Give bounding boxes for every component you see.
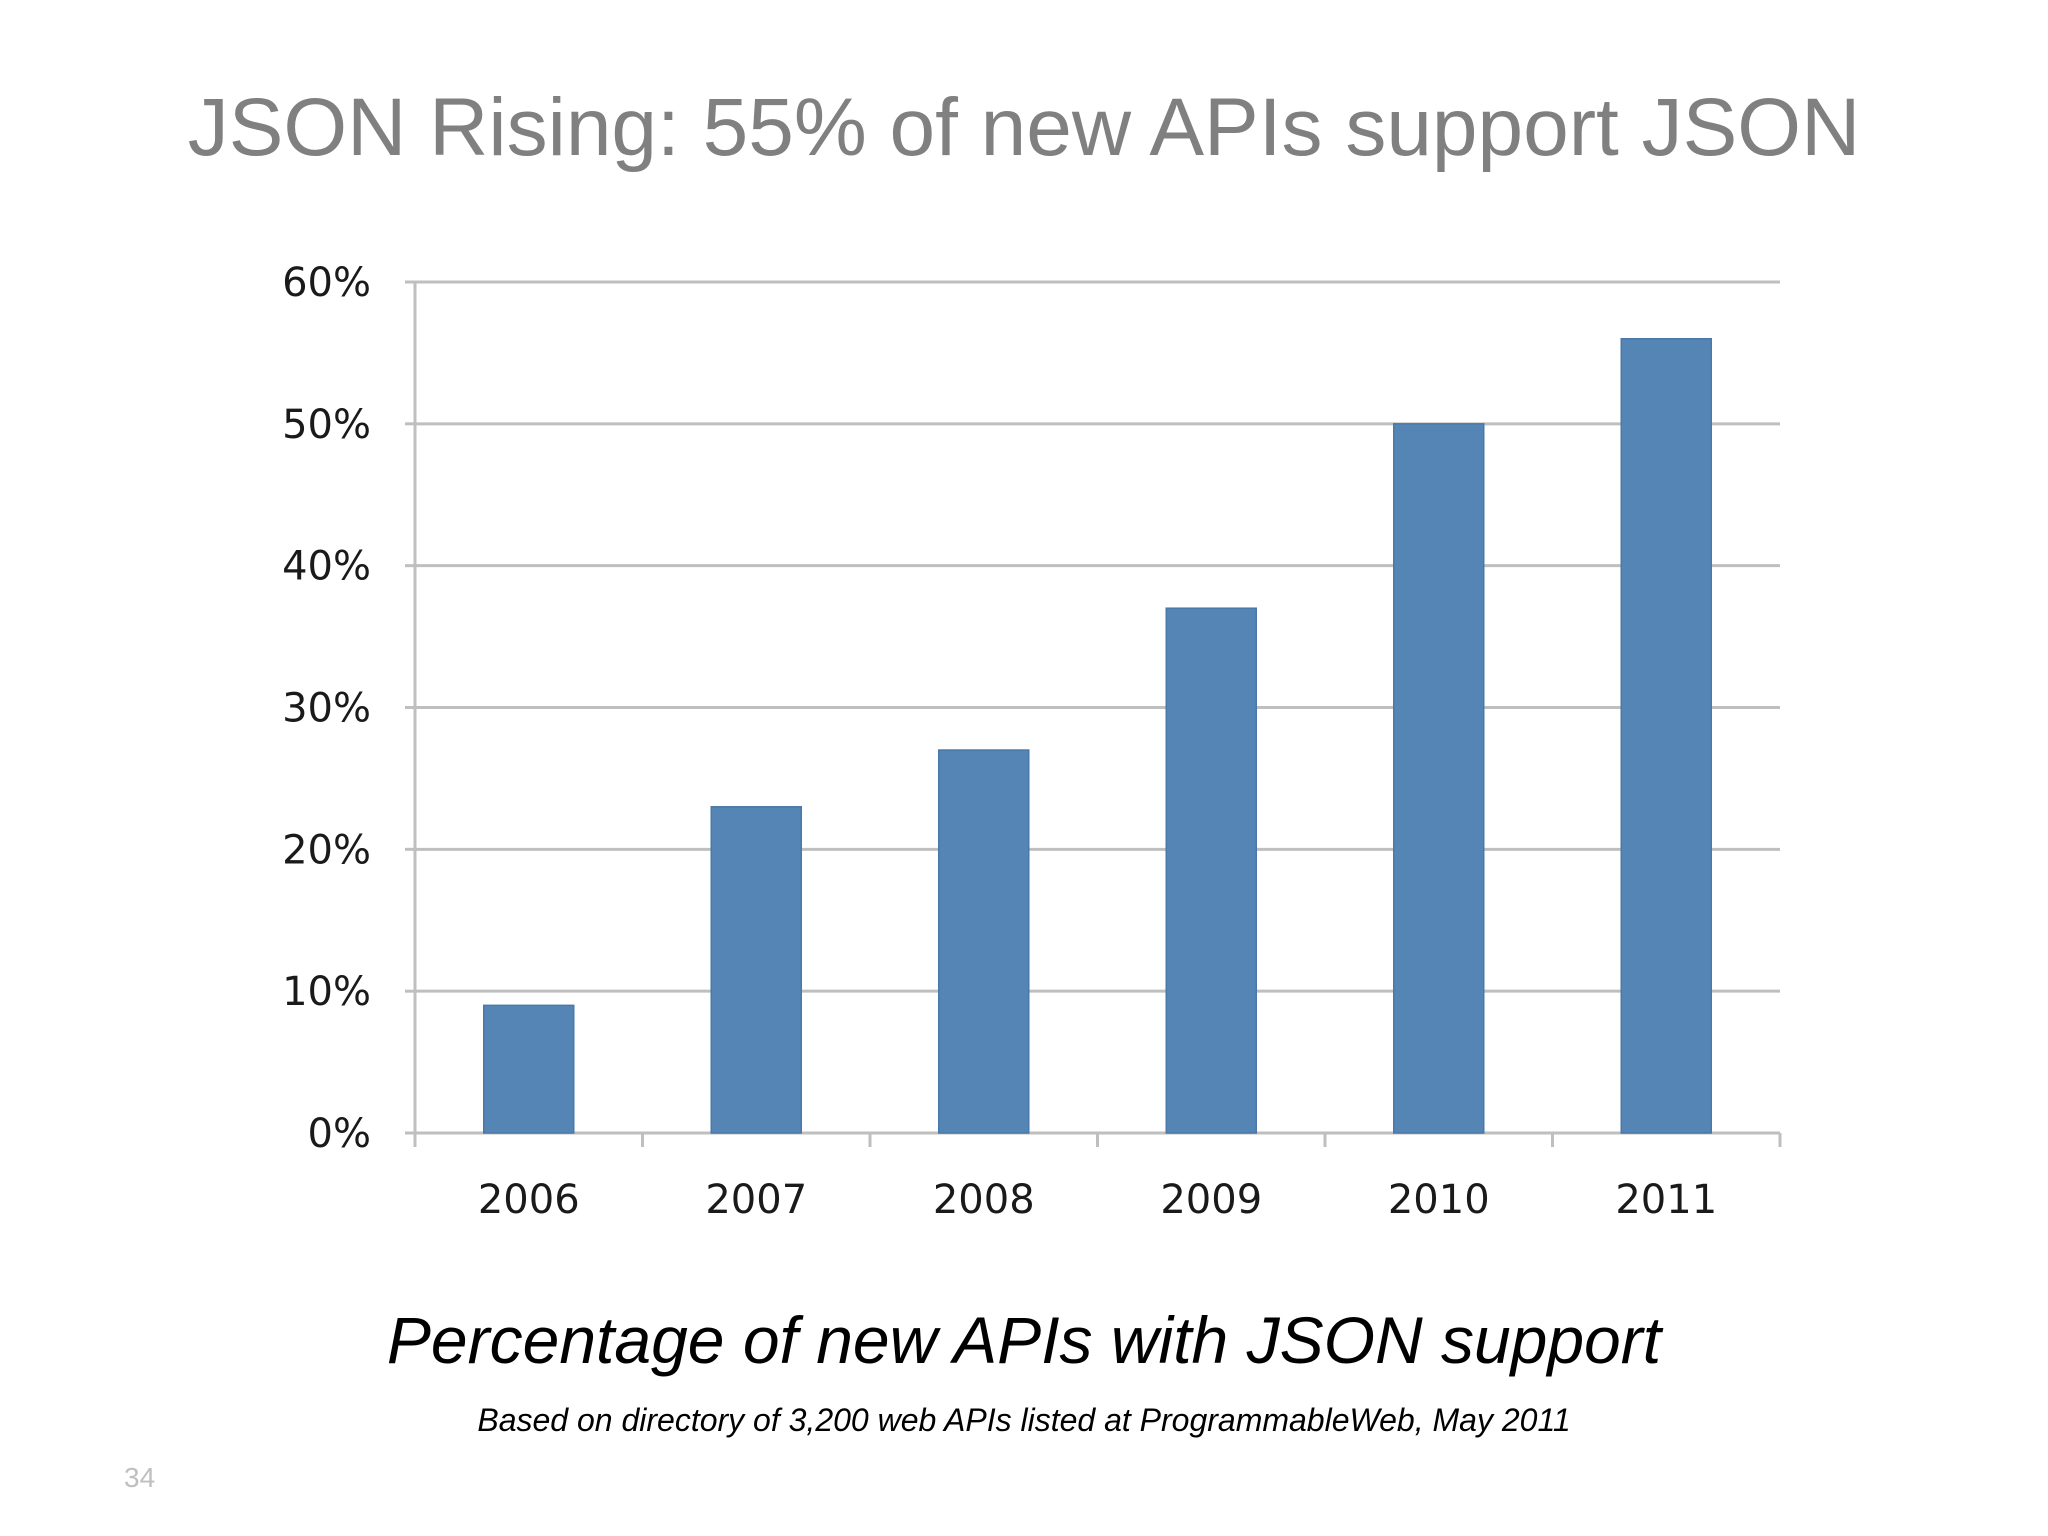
y-tick-label: 10% (282, 969, 371, 1015)
x-tick-label: 2008 (933, 1177, 1035, 1223)
slide-number: 34 (124, 1462, 156, 1493)
y-tick-label: 60% (282, 260, 371, 306)
y-tick-label: 0% (308, 1111, 371, 1157)
y-tick-label: 50% (282, 402, 371, 448)
bars (483, 337, 1712, 1134)
bar-2006 (483, 1004, 575, 1134)
x-tick-label: 2006 (478, 1177, 580, 1223)
x-tick-label: 2007 (705, 1177, 807, 1223)
y-tick-label: 40% (282, 544, 371, 590)
x-tick-label: 2009 (1160, 1177, 1262, 1223)
chart-caption: Percentage of new APIs with JSON support (386, 1303, 1662, 1377)
y-tick-label: 30% (282, 686, 371, 732)
axes (405, 280, 1782, 1147)
bar-2007 (710, 806, 802, 1134)
x-tick-label: 2010 (1388, 1177, 1490, 1223)
y-tick-label: 20% (282, 827, 371, 873)
x-tick-labels: 2006 2007 2008 2009 2010 2011 (478, 1177, 1717, 1223)
bar-2011 (1620, 337, 1712, 1134)
x-tick-label: 2011 (1615, 1177, 1717, 1223)
y-tick-labels: 0% 10% 20% 30% 40% 50% 60% (282, 260, 371, 1157)
bar-2008 (938, 749, 1030, 1134)
slide-title: JSON Rising: 55% of new APIs support JSO… (187, 82, 1861, 173)
bar-2010 (1393, 423, 1485, 1134)
source-note: Based on directory of 3,200 web APIs lis… (477, 1402, 1571, 1438)
bar-2009 (1165, 607, 1257, 1134)
gridlines (415, 280, 1780, 993)
